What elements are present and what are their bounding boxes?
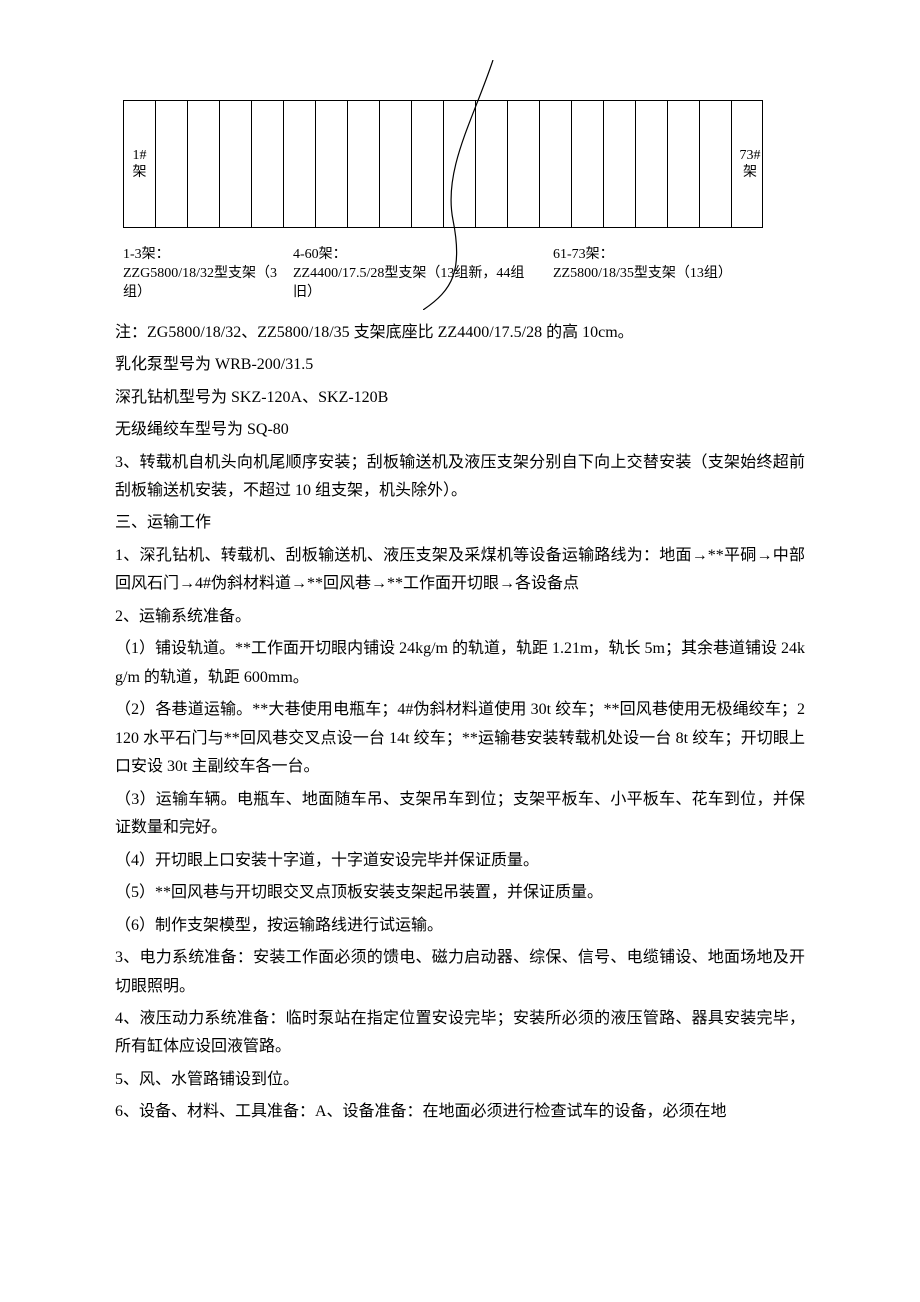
rack-cell (380, 101, 412, 227)
legend-column: 1-3架：ZZG5800/18/32型支架（3组） (123, 246, 293, 303)
rack-cell (540, 101, 572, 227)
rack-cell (156, 101, 188, 227)
rack-cell (220, 101, 252, 227)
paragraph: 4、液压动力系统准备：临时泵站在指定位置安设完毕；安装所必须的液压管路、器具安装… (115, 1005, 805, 1062)
paragraph: （1）铺设轨道。**工作面开切眼内铺设 24kg/m 的轨道，轨距 1.21m，… (115, 635, 805, 692)
paragraph: 3、电力系统准备：安装工作面必须的馈电、磁力启动器、综保、信号、电缆铺设、地面场… (115, 944, 805, 1001)
rack-cell-label: 73# (740, 147, 761, 165)
rack-cell (700, 101, 732, 227)
rack-cell (668, 101, 700, 227)
paragraph: 1、深孔钻机、转载机、刮板输送机、液压支架及采煤机等设备运输路线为：地面→**平… (115, 542, 805, 599)
rack-cell (188, 101, 220, 227)
rack-cell-label: 1# (133, 147, 147, 165)
legend-title: 1-3架： (123, 246, 281, 265)
legend-title: 4-60架： (293, 246, 541, 265)
rack-row: 1#架73#架 (123, 100, 763, 228)
rack-cell (604, 101, 636, 227)
legend-desc: ZZ5800/18/35型支架（13组） (553, 265, 751, 284)
body-text: 注：ZG5800/18/32、ZZ5800/18/35 支架底座比 ZZ4400… (115, 319, 805, 1127)
legend-desc: ZZG5800/18/32型支架（3组） (123, 265, 281, 303)
paragraph: （2）各巷道运输。**大巷使用电瓶车；4#伪斜材料道使用 30t 绞车；**回风… (115, 696, 805, 781)
paragraph: 2、运输系统准备。 (115, 603, 805, 631)
rack-cell-labeled: 73#架 (732, 101, 768, 227)
paragraph: 三、运输工作 (115, 509, 805, 537)
rack-cell (508, 101, 540, 227)
rack-cell-label: 架 (743, 164, 757, 182)
rack-cell-label: 架 (133, 164, 147, 182)
document-page: 1#架73#架 1-3架：ZZG5800/18/32型支架（3组）4-60架：Z… (0, 0, 920, 1191)
legend-desc: ZZ4400/17.5/28型支架（13组新，44组旧） (293, 265, 541, 303)
rack-cell (284, 101, 316, 227)
legend-column: 61-73架：ZZ5800/18/35型支架（13组） (553, 246, 763, 303)
paragraph: （3）运输车辆。电瓶车、地面随车吊、支架吊车到位；支架平板车、小平板车、花车到位… (115, 786, 805, 843)
paragraph: （4）开切眼上口安装十字道，十字道安设完毕并保证质量。 (115, 847, 805, 875)
rack-cell (412, 101, 444, 227)
paragraph: 深孔钻机型号为 SKZ-120A、SKZ-120B (115, 384, 805, 412)
paragraph: （5）**回风巷与开切眼交叉点顶板安装支架起吊装置，并保证质量。 (115, 879, 805, 907)
paragraph: 3、转载机自机头向机尾顺序安装；刮板输送机及液压支架分别自下向上交替安装（支架始… (115, 449, 805, 506)
paragraph: （6）制作支架模型，按运输路线进行试运输。 (115, 912, 805, 940)
legend-column: 4-60架：ZZ4400/17.5/28型支架（13组新，44组旧） (293, 246, 553, 303)
paragraph: 6、设备、材料、工具准备：A、设备准备：在地面必须进行检查试车的设备，必须在地 (115, 1098, 805, 1126)
rack-cell (316, 101, 348, 227)
paragraph: 注：ZG5800/18/32、ZZ5800/18/35 支架底座比 ZZ4400… (115, 319, 805, 347)
rack-cell (476, 101, 508, 227)
diagram-legend-row: 1-3架：ZZG5800/18/32型支架（3组）4-60架：ZZ4400/17… (123, 246, 763, 303)
paragraph: 无级绳绞车型号为 SQ-80 (115, 416, 805, 444)
legend-title: 61-73架： (553, 246, 751, 265)
rack-cell (348, 101, 380, 227)
rack-cell-labeled: 1#架 (124, 101, 156, 227)
rack-diagram: 1#架73#架 (123, 100, 763, 228)
paragraph: 乳化泵型号为 WRB-200/31.5 (115, 351, 805, 379)
rack-cell (444, 101, 476, 227)
rack-cell (252, 101, 284, 227)
rack-cell (636, 101, 668, 227)
rack-cell (572, 101, 604, 227)
paragraph: 5、风、水管路铺设到位。 (115, 1066, 805, 1094)
